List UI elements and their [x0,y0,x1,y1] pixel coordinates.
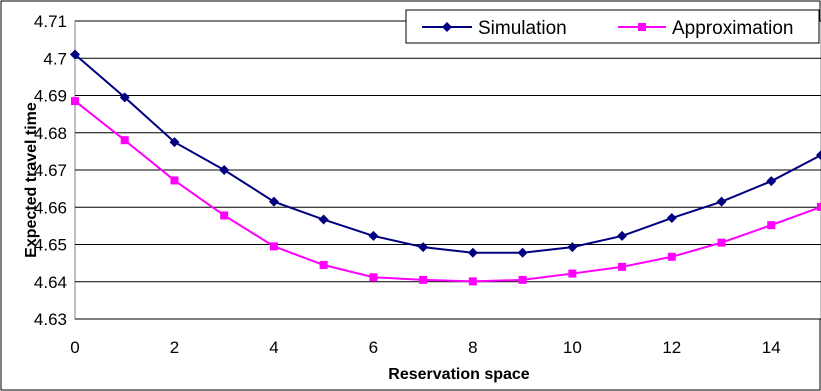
x-axis-title: Reservation space [388,366,530,383]
data-point [418,242,429,253]
data-point [666,213,677,224]
data-point [568,269,577,278]
data-point [618,262,627,271]
y-axis-ticks: 4.63 4.64 4.65 4.66 4.67 4.68 4.69 4.7 4.71 [34,12,67,329]
legend-label-approximation: Approximation [672,18,793,39]
data-point [419,275,428,284]
legend: Simulation Approximation [405,9,820,44]
data-point [617,230,628,241]
data-point [71,97,79,106]
series-layer [70,49,821,286]
y-axis-title: Expected travel time [23,102,40,258]
data-point [70,49,80,60]
y-tick-label: 4.66 [34,198,67,217]
series-approximation [71,97,821,286]
legend-label-simulation: Simulation [478,18,567,39]
gridlines [75,20,821,320]
x-axis-ticks: 0 2 4 6 8 10 12 14 [70,338,780,357]
data-point [169,137,180,148]
y-tick-label: 4.67 [34,161,67,180]
data-point [119,92,130,103]
x-tick-label: 4 [269,338,278,357]
x-tick-label: 14 [762,338,781,357]
x-tick-label: 2 [170,338,179,357]
data-point [319,260,328,269]
x-tick-label: 0 [70,338,79,357]
data-point [219,165,230,175]
legend-marker-simulation-icon [442,22,452,32]
data-point [667,252,676,261]
data-point [468,277,477,286]
data-point [120,136,129,145]
x-tick-label: 8 [468,338,477,357]
series-line [74,100,821,283]
data-point [269,242,278,251]
y-tick-label: 4.64 [34,273,67,292]
data-point [716,196,727,207]
data-point [368,230,379,241]
x-tick-label: 6 [369,338,378,357]
y-tick-label: 4.63 [34,310,67,329]
data-point [816,150,821,161]
y-tick-label: 4.71 [34,12,67,31]
data-point [567,242,578,253]
data-point [767,221,776,230]
data-point [369,273,378,282]
data-point [766,176,777,187]
x-tick-label: 12 [662,338,681,357]
data-point [170,176,179,185]
data-point [717,238,726,247]
y-tick-label: 4.68 [34,124,67,143]
data-point [318,214,329,225]
data-point [518,275,527,284]
legend-box [405,9,820,44]
y-tick-label: 4.7 [43,49,67,68]
legend-marker-approximation-icon [638,23,646,31]
y-tick-label: 4.65 [34,236,67,255]
data-point [467,247,478,258]
series-simulation [70,49,821,258]
data-point [817,202,821,211]
data-point [517,247,528,258]
y-tick-label: 4.69 [34,87,67,106]
series-line [74,53,821,254]
data-point [268,196,279,207]
data-point [220,211,229,220]
x-tick-label: 10 [563,338,582,357]
